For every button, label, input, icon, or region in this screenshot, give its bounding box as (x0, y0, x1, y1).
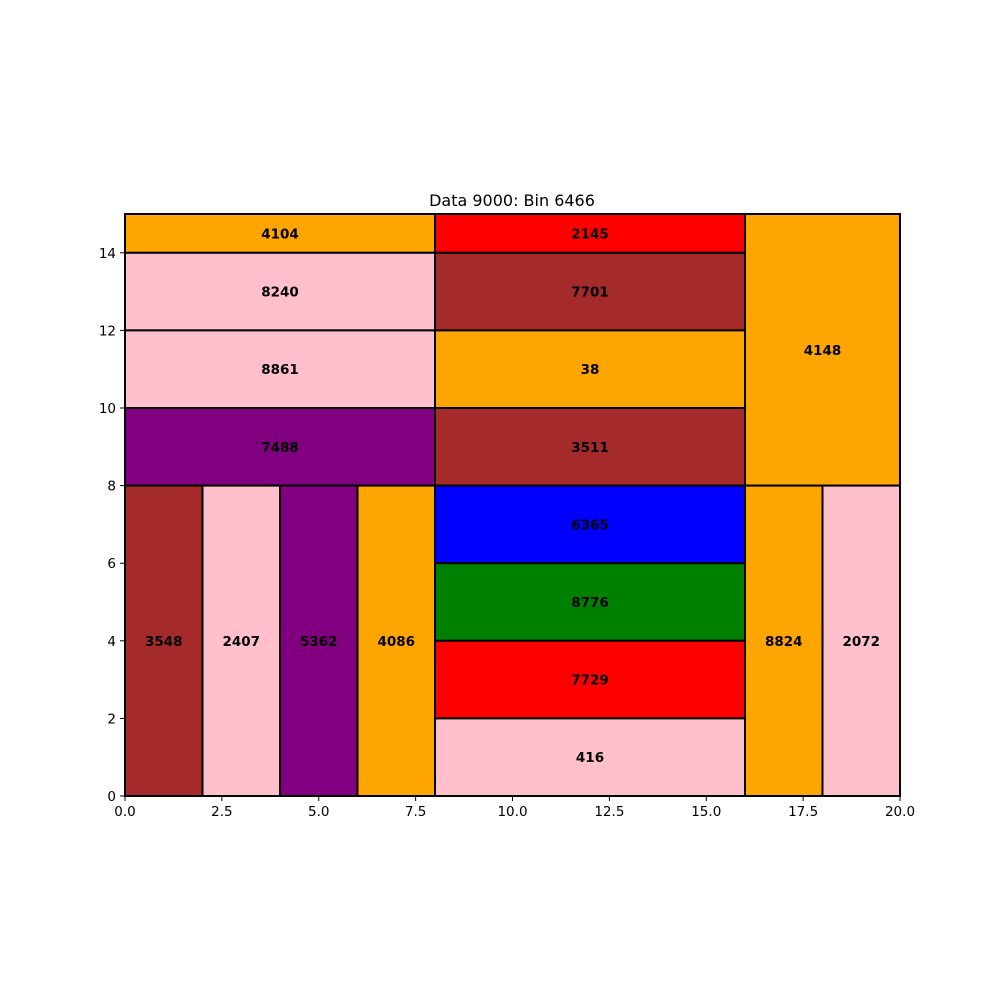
y-tick-label: 4 (107, 634, 116, 650)
treemap-cell: 6365 (434, 484, 746, 565)
treemap-rect-label: 6365 (571, 517, 609, 533)
y-tick-label: 2 (107, 711, 116, 727)
y-tick-label: 10 (99, 401, 116, 417)
treemap-rect (744, 213, 901, 487)
treemap-cell: 4086 (356, 484, 436, 797)
treemap-rect (124, 407, 436, 487)
rectangles-layer: 4104 8240 8861 7488 3548 2407 5362 4086 2145 7701… (124, 213, 901, 798)
treemap-cell: 7729 (434, 639, 746, 720)
y-tick-label: 8 (107, 479, 116, 495)
treemap-rect (356, 484, 436, 797)
x-tick-label: 12.5 (594, 804, 624, 820)
y-axis: 0 2 4 6 8 10 12 14 (99, 246, 125, 805)
treemap-rect-label: 416 (576, 750, 604, 766)
y-tick-label: 0 (107, 789, 116, 805)
treemap-rect (124, 251, 436, 332)
treemap-cell: 2145 (434, 213, 746, 254)
treemap-rect-label: 4086 (377, 634, 415, 650)
treemap-cell: 38 (434, 329, 746, 409)
treemap-cell: 8776 (434, 562, 746, 642)
treemap-rect-label: 38 (581, 362, 600, 378)
treemap-rect-label: 7701 (571, 285, 609, 301)
treemap-rect-label: 8776 (571, 595, 609, 611)
treemap-rect-label: 8824 (765, 634, 803, 650)
treemap-rect-label: 7729 (571, 673, 609, 689)
x-tick-label: 0.0 (114, 804, 135, 820)
treemap-rect (744, 484, 824, 797)
treemap-rect-label: 2407 (222, 634, 260, 650)
treemap-rect (124, 329, 436, 409)
treemap-rect (434, 407, 746, 487)
treemap-cell: 4104 (124, 213, 436, 254)
treemap-rect-label: 2145 (571, 226, 609, 242)
x-tick-label: 15.0 (691, 804, 721, 820)
treemap-cell: 8824 (744, 484, 824, 797)
treemap-rect (434, 717, 746, 798)
treemap-cell: 7488 (124, 407, 436, 487)
x-tick-label: 5.0 (308, 804, 329, 820)
treemap-rect-label: 3511 (571, 440, 609, 456)
treemap-rect-label: 4148 (804, 343, 842, 359)
x-tick-label: 2.5 (211, 804, 232, 820)
treemap-rect-label: 2072 (842, 634, 880, 650)
treemap-cell: 2072 (821, 484, 901, 797)
treemap-rect-label: 7488 (261, 440, 299, 456)
y-tick-label: 14 (99, 246, 116, 262)
x-tick-label: 20.0 (885, 804, 915, 820)
treemap-cell: 5362 (279, 484, 359, 797)
y-tick-label: 12 (99, 323, 116, 339)
treemap-cell: 3548 (124, 484, 204, 797)
x-tick-label: 17.5 (788, 804, 818, 820)
treemap-rect (821, 484, 901, 797)
treemap-cell: 8861 (124, 329, 436, 409)
treemap-cell: 416 (434, 717, 746, 798)
treemap-rect (201, 484, 281, 797)
treemap-rect (434, 251, 746, 332)
x-tick-label: 7.5 (405, 804, 426, 820)
treemap-cell: 2407 (201, 484, 281, 797)
x-axis: 0.0 2.5 5.0 7.5 10.0 12.5 15.0 17.5 20.0 (114, 796, 915, 820)
treemap-rect-label: 8240 (261, 285, 299, 301)
treemap-cell: 4148 (744, 213, 901, 487)
treemap-rect-label: 5362 (300, 634, 338, 650)
y-tick-label: 6 (107, 556, 116, 572)
treemap-cell: 7701 (434, 251, 746, 332)
treemap-rect-label: 8861 (261, 362, 299, 378)
treemap-rect (434, 562, 746, 642)
treemap-cell: 3511 (434, 407, 746, 487)
treemap-rect-label: 4104 (261, 226, 299, 242)
treemap-cell: 8240 (124, 251, 436, 332)
treemap-rect-label: 3548 (145, 634, 183, 650)
chart-title: Data 9000: Bin 6466 (429, 191, 595, 210)
x-tick-label: 10.0 (497, 804, 527, 820)
